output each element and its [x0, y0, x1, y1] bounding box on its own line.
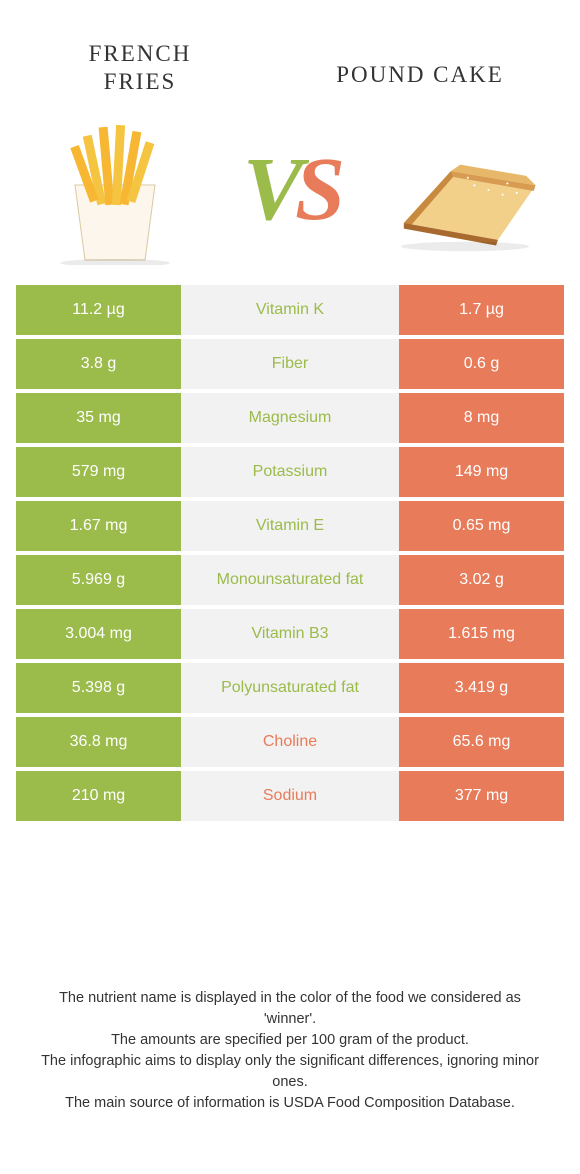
left-value: 5.969 g	[16, 555, 181, 609]
table-row: 11.2 µgVitamin K1.7 µg	[16, 285, 564, 339]
right-value: 377 mg	[399, 771, 564, 825]
right-value: 0.6 g	[399, 339, 564, 393]
right-value: 1.615 mg	[399, 609, 564, 663]
left-value: 579 mg	[16, 447, 181, 501]
nutrient-label: Sodium	[181, 771, 399, 825]
right-value: 149 mg	[399, 447, 564, 501]
left-value: 35 mg	[16, 393, 181, 447]
left-value: 11.2 µg	[16, 285, 181, 339]
left-value: 36.8 mg	[16, 717, 181, 771]
nutrient-label: Vitamin E	[181, 501, 399, 555]
left-value: 5.398 g	[16, 663, 181, 717]
header: FRENCH FRIES POUND CAKE	[0, 0, 580, 105]
right-value: 8 mg	[399, 393, 564, 447]
nutrient-label: Fiber	[181, 339, 399, 393]
right-food-title: POUND CAKE	[310, 40, 530, 95]
french-fries-image	[30, 115, 200, 265]
footer-line-4: The main source of information is USDA F…	[36, 1093, 544, 1114]
table-row: 36.8 mgCholine65.6 mg	[16, 717, 564, 771]
right-value: 3.02 g	[399, 555, 564, 609]
right-value: 1.7 µg	[399, 285, 564, 339]
nutrient-label: Monounsaturated fat	[181, 555, 399, 609]
table-row: 5.969 gMonounsaturated fat3.02 g	[16, 555, 564, 609]
table-row: 1.67 mgVitamin E0.65 mg	[16, 501, 564, 555]
table-row: 35 mgMagnesium8 mg	[16, 393, 564, 447]
images-row: VS	[0, 105, 580, 285]
left-value: 3.8 g	[16, 339, 181, 393]
right-value: 3.419 g	[399, 663, 564, 717]
footer-line-1: The nutrient name is displayed in the co…	[36, 988, 544, 1030]
nutrient-label: Potassium	[181, 447, 399, 501]
left-value: 3.004 mg	[16, 609, 181, 663]
table-row: 210 mgSodium377 mg	[16, 771, 564, 825]
vs-s: S	[295, 145, 337, 235]
nutrient-label: Vitamin K	[181, 285, 399, 339]
footer-line-3: The infographic aims to display only the…	[36, 1051, 544, 1093]
pound-cake-image	[380, 115, 550, 265]
nutrient-label: Polyunsaturated fat	[181, 663, 399, 717]
fries-icon	[35, 115, 195, 265]
table-row: 579 mgPotassium149 mg	[16, 447, 564, 501]
comparison-table: 11.2 µgVitamin K1.7 µg3.8 gFiber0.6 g35 …	[16, 285, 564, 825]
footer-notes: The nutrient name is displayed in the co…	[0, 988, 580, 1114]
left-value: 1.67 mg	[16, 501, 181, 555]
footer-line-2: The amounts are specified per 100 gram o…	[36, 1030, 544, 1051]
left-food-title: FRENCH FRIES	[50, 40, 230, 95]
nutrient-label: Choline	[181, 717, 399, 771]
left-value: 210 mg	[16, 771, 181, 825]
table-row: 3.004 mgVitamin B31.615 mg	[16, 609, 564, 663]
right-value: 65.6 mg	[399, 717, 564, 771]
nutrient-label: Magnesium	[181, 393, 399, 447]
vs-v: V	[243, 145, 295, 235]
table-row: 5.398 gPolyunsaturated fat3.419 g	[16, 663, 564, 717]
table-row: 3.8 gFiber0.6 g	[16, 339, 564, 393]
cake-icon	[385, 115, 545, 265]
vs-label: VS	[243, 145, 337, 235]
right-value: 0.65 mg	[399, 501, 564, 555]
nutrient-label: Vitamin B3	[181, 609, 399, 663]
